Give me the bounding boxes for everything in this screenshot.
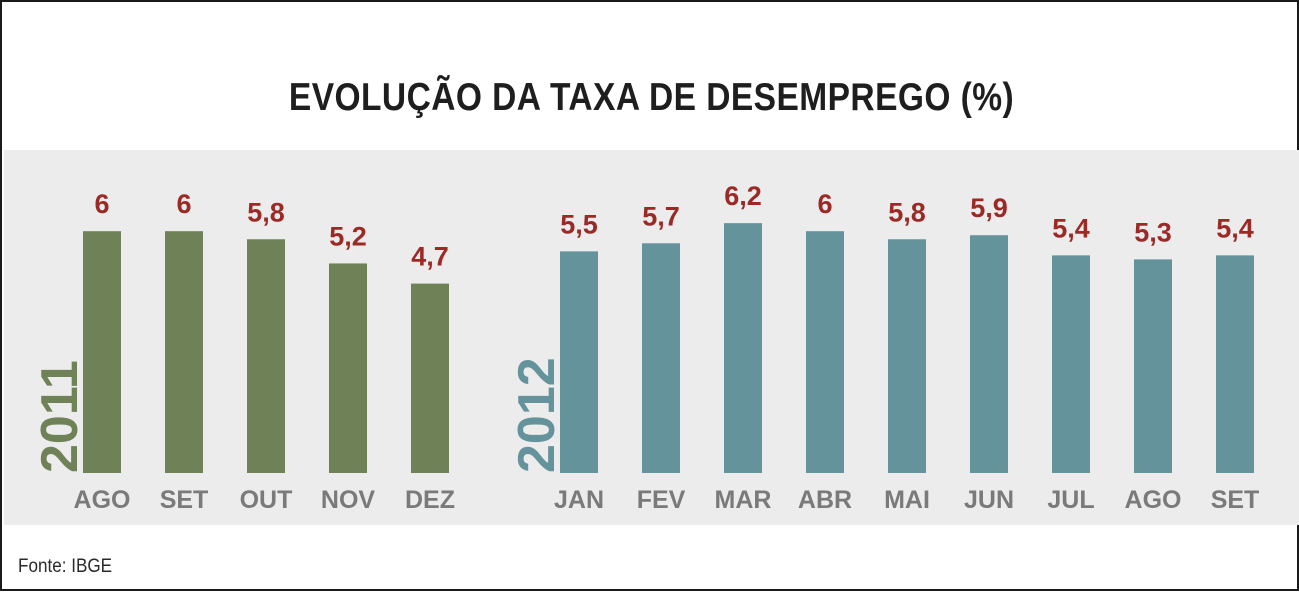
- year-label: 2011: [31, 360, 89, 473]
- data-label: 6: [176, 189, 191, 219]
- bar: [642, 243, 680, 473]
- bar: [724, 223, 762, 473]
- x-tick-label: JUL: [1047, 486, 1094, 514]
- bar: [1052, 255, 1090, 473]
- x-tick-label: SET: [160, 486, 209, 514]
- x-tick-label: FEV: [637, 486, 686, 514]
- x-tick-label: JAN: [554, 486, 604, 514]
- year-label: 2012: [508, 357, 566, 473]
- bar: [329, 263, 367, 473]
- data-label: 5,4: [1052, 213, 1090, 243]
- bar: [888, 239, 926, 473]
- x-tick-label: OUT: [240, 486, 293, 514]
- x-tick-label: AGO: [1125, 486, 1182, 514]
- bar: [560, 251, 598, 473]
- data-label: 5,4: [1216, 213, 1254, 243]
- x-tick-label: AGO: [74, 486, 131, 514]
- data-label: 4,7: [411, 242, 449, 272]
- bar: [411, 283, 449, 473]
- bar: [1216, 255, 1254, 473]
- bar: [165, 231, 203, 473]
- data-label: 6: [817, 189, 832, 219]
- x-tick-label: JUN: [964, 486, 1014, 514]
- bar: [83, 231, 121, 473]
- x-tick-label: DEZ: [405, 486, 455, 514]
- data-label: 5,3: [1134, 217, 1172, 247]
- bar: [970, 235, 1008, 473]
- x-tick-label: ABR: [798, 486, 852, 514]
- x-tick-label: SET: [1211, 486, 1260, 514]
- data-label: 5,8: [247, 197, 285, 227]
- data-label: 5,5: [560, 209, 598, 239]
- x-tick-label: MAI: [884, 486, 930, 514]
- data-label: 5,9: [970, 193, 1008, 223]
- bar: [806, 231, 844, 473]
- bar: [247, 239, 285, 473]
- x-tick-label: NOV: [321, 486, 376, 514]
- bar: [1134, 259, 1172, 473]
- data-label: 5,7: [642, 201, 680, 231]
- x-tick-label: MAR: [715, 486, 772, 514]
- data-label: 6: [94, 189, 109, 219]
- source-note: Fonte: IBGE: [18, 556, 113, 577]
- data-label: 6,2: [724, 181, 762, 211]
- data-label: 5,2: [329, 221, 367, 251]
- data-label: 5,8: [888, 197, 926, 227]
- chart-title: EVOLUÇÃO DA TAXA DE DESEMPREGO (%): [288, 76, 1015, 119]
